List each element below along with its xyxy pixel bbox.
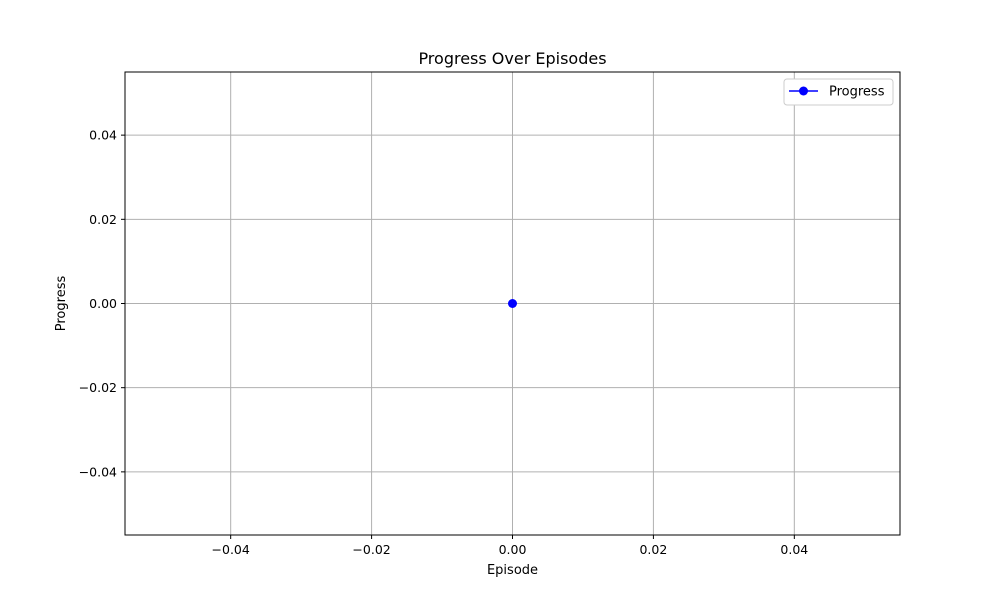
x-axis-label: Episode xyxy=(487,563,538,578)
y-tick-label: 0.02 xyxy=(89,212,117,227)
x-tick-label: 0.00 xyxy=(499,542,527,557)
data-layer xyxy=(508,299,517,308)
legend: Progress xyxy=(783,78,894,106)
y-tick-label: 0.04 xyxy=(89,128,117,143)
x-tick-label: 0.02 xyxy=(639,542,667,557)
chart-title: Progress Over Episodes xyxy=(418,49,606,68)
y-axis-ticks: −0.04 −0.02 0.00 0.02 0.04 xyxy=(79,128,125,479)
legend-series-marker xyxy=(799,86,808,96)
data-point xyxy=(508,299,517,308)
y-tick-label: −0.04 xyxy=(79,464,117,479)
legend-box xyxy=(783,78,894,106)
x-tick-label: 0.04 xyxy=(780,542,808,557)
x-tick-label: −0.02 xyxy=(352,542,390,557)
y-axis-label: Progress xyxy=(54,276,69,332)
y-tick-label: −0.02 xyxy=(79,380,117,395)
x-axis-ticks: −0.04 −0.02 0.00 0.02 0.04 xyxy=(212,535,808,557)
x-tick-label: −0.04 xyxy=(212,542,250,557)
y-tick-label: 0.00 xyxy=(89,296,117,311)
legend-series-label: Progress xyxy=(829,85,885,100)
